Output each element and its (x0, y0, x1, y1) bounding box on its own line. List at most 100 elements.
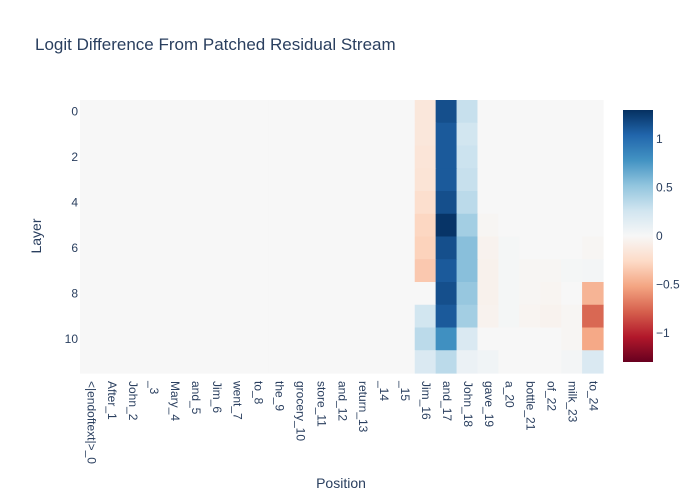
heatmap-cell (121, 259, 144, 283)
heatmap-cell (289, 304, 311, 329)
heatmap-cell (435, 236, 458, 260)
heatmap-cell (163, 122, 186, 147)
heatmap-cell (184, 304, 207, 329)
heatmap-cell (414, 191, 437, 215)
heatmap-cell (498, 304, 520, 329)
heatmap-cell (393, 213, 416, 238)
heatmap-cell (372, 122, 395, 147)
heatmap-cell (498, 122, 520, 147)
y-tick-label: 4 (71, 195, 78, 209)
heatmap-cell (289, 191, 311, 215)
heatmap-cell (205, 236, 228, 260)
heatmap-cell (226, 282, 248, 306)
heatmap-cell (372, 168, 395, 192)
heatmap-cell (184, 100, 207, 124)
heatmap-cell (100, 259, 123, 283)
heatmap-cell (414, 236, 437, 260)
heatmap-cell (372, 259, 395, 283)
heatmap-cell (184, 191, 207, 215)
heatmap-cell (247, 304, 269, 329)
heatmap-cell (289, 282, 311, 306)
heatmap-cell (414, 259, 437, 283)
heatmap-cell (80, 168, 102, 192)
heatmap-cell (582, 282, 604, 306)
heatmap-cell (80, 350, 102, 374)
heatmap-cell (205, 100, 228, 124)
heatmap-cell (289, 350, 311, 374)
y-tick-label: 0 (71, 104, 78, 118)
heatmap-cell (561, 145, 583, 169)
heatmap-cell (477, 122, 499, 147)
y-tick-labels: 0 2 4 6 8 10 (65, 104, 79, 346)
heatmap-cell (310, 327, 332, 351)
x-tick-label: and_17 (440, 381, 454, 421)
colorbar-tick-label: 1 (656, 132, 663, 146)
heatmap-cell (372, 191, 395, 215)
heatmap-cell (142, 191, 165, 215)
heatmap-cell (121, 327, 144, 351)
heatmap-cell (184, 259, 207, 283)
x-tick-label: the_9 (273, 381, 287, 411)
heatmap-cell (184, 122, 207, 147)
y-axis-title: Layer (28, 218, 44, 253)
heatmap-cell (498, 236, 520, 260)
heatmap-cell (540, 282, 562, 306)
heatmap-cell (582, 122, 604, 147)
heatmap-cell (205, 191, 228, 215)
heatmap-cell (477, 168, 499, 192)
heatmap-cell (163, 327, 186, 351)
heatmap-cell (80, 100, 102, 124)
heatmap-cell (456, 145, 479, 169)
heatmap-cell (351, 259, 374, 283)
x-tick-label: a_20 (503, 381, 517, 408)
heatmap-cell (247, 259, 269, 283)
heatmap-cell (435, 213, 458, 238)
heatmap-cell (414, 122, 437, 147)
heatmap-cell (519, 191, 541, 215)
heatmap-cell (80, 304, 102, 329)
x-tick-label: _14 (377, 380, 391, 401)
heatmap-cell (393, 304, 416, 329)
heatmap-cell (456, 327, 479, 351)
heatmap-cell (142, 100, 165, 124)
heatmap-cell (142, 327, 165, 351)
heatmap-cell (205, 304, 228, 329)
heatmap-cell (435, 100, 458, 124)
heatmap-cell (247, 191, 269, 215)
heatmap-cell (582, 100, 604, 124)
heatmap-cell (310, 191, 332, 215)
heatmap-cell (351, 282, 374, 306)
heatmap-cell (393, 168, 416, 192)
heatmap-cell (100, 100, 123, 124)
heatmap-cell (100, 191, 123, 215)
heatmap-cell (519, 350, 541, 374)
heatmap-cell (142, 213, 165, 238)
heatmap-cell (351, 327, 374, 351)
heatmap-cell (372, 100, 395, 124)
heatmap-cell (80, 191, 102, 215)
heatmap-cell (456, 304, 479, 329)
heatmap-cell (142, 304, 165, 329)
heatmap-cell (582, 145, 604, 169)
heatmap-cell (184, 350, 207, 374)
heatmap-cell (205, 122, 228, 147)
heatmap-cell (289, 236, 311, 260)
heatmap-cell (519, 236, 541, 260)
heatmap-cell (498, 327, 520, 351)
heatmap-cell (205, 213, 228, 238)
heatmap-cell (247, 213, 269, 238)
heatmap-cell (289, 327, 311, 351)
heatmap-cell (414, 145, 437, 169)
x-tick-label: return_13 (356, 381, 370, 433)
heatmap-cell (540, 168, 562, 192)
heatmap-cell (435, 122, 458, 147)
heatmap-cell (121, 191, 144, 215)
heatmap-cell (268, 304, 290, 329)
heatmap-cell (477, 236, 499, 260)
heatmap-cell (100, 145, 123, 169)
heatmap-cell (561, 100, 583, 124)
heatmap-cell (498, 191, 520, 215)
colorbar-tick-label: −1 (656, 326, 670, 340)
y-tick-label: 10 (65, 332, 79, 346)
